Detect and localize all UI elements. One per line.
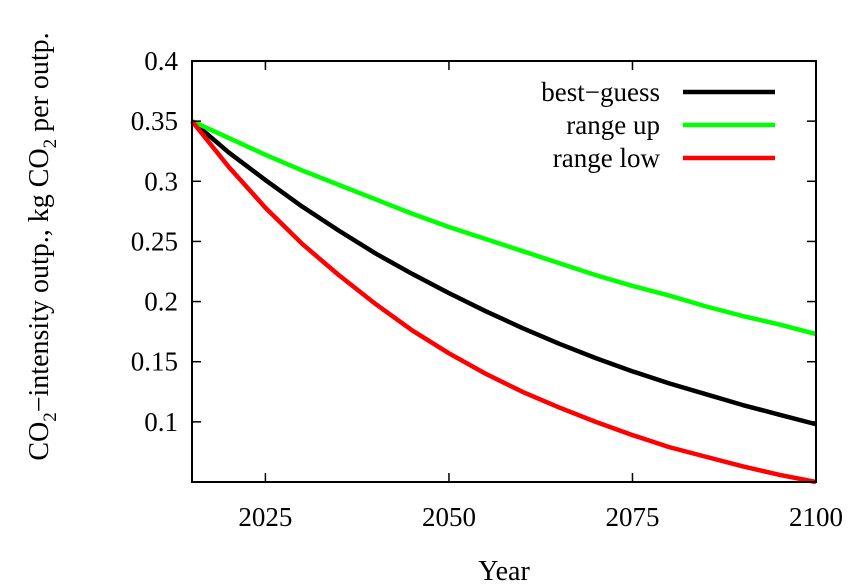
y-axis-label-part: CO: [24, 422, 55, 461]
series-line-0: [190, 119, 817, 427]
ticks-layer: 0.1 0.15 0.2 0.25 0.3 0.35 0.4 2025 2050 2075 2100: [131, 46, 843, 532]
x-tick-label: 2050: [422, 502, 476, 532]
x-axis-label: Year: [478, 556, 530, 587]
series-line-1: [191, 119, 817, 337]
y-tick-label: 0.3: [144, 166, 178, 196]
y-axis-label: CO2−intensity outp., kg CO2 per outp.: [24, 32, 61, 460]
y-tick-label: 0.2: [144, 287, 178, 317]
y-tick-label: 0.35: [131, 106, 178, 136]
x-tick-label: 2100: [789, 502, 843, 532]
y-axis-label-subscript: 2: [40, 139, 61, 149]
x-tick-label: 2025: [238, 502, 292, 532]
series-line-2: [190, 119, 817, 485]
y-tick-label: 0.4: [144, 46, 178, 76]
y-axis-label-subscript: 2: [40, 412, 61, 422]
legend-label-1: range up: [566, 110, 660, 140]
legend-label-0: best−guess: [541, 77, 660, 107]
plot-frame: [191, 60, 817, 483]
y-axis-label-part: per outp.: [24, 32, 55, 139]
x-tick-label: 2075: [605, 502, 659, 532]
y-tick-label: 0.1: [144, 407, 178, 437]
y-axis-label-part: −intensity outp., kg CO: [24, 148, 55, 412]
legend-label-2: range low: [553, 143, 661, 173]
y-tick-label: 0.25: [131, 226, 178, 256]
series-layer: [190, 119, 817, 485]
y-tick-label: 0.15: [131, 347, 178, 377]
